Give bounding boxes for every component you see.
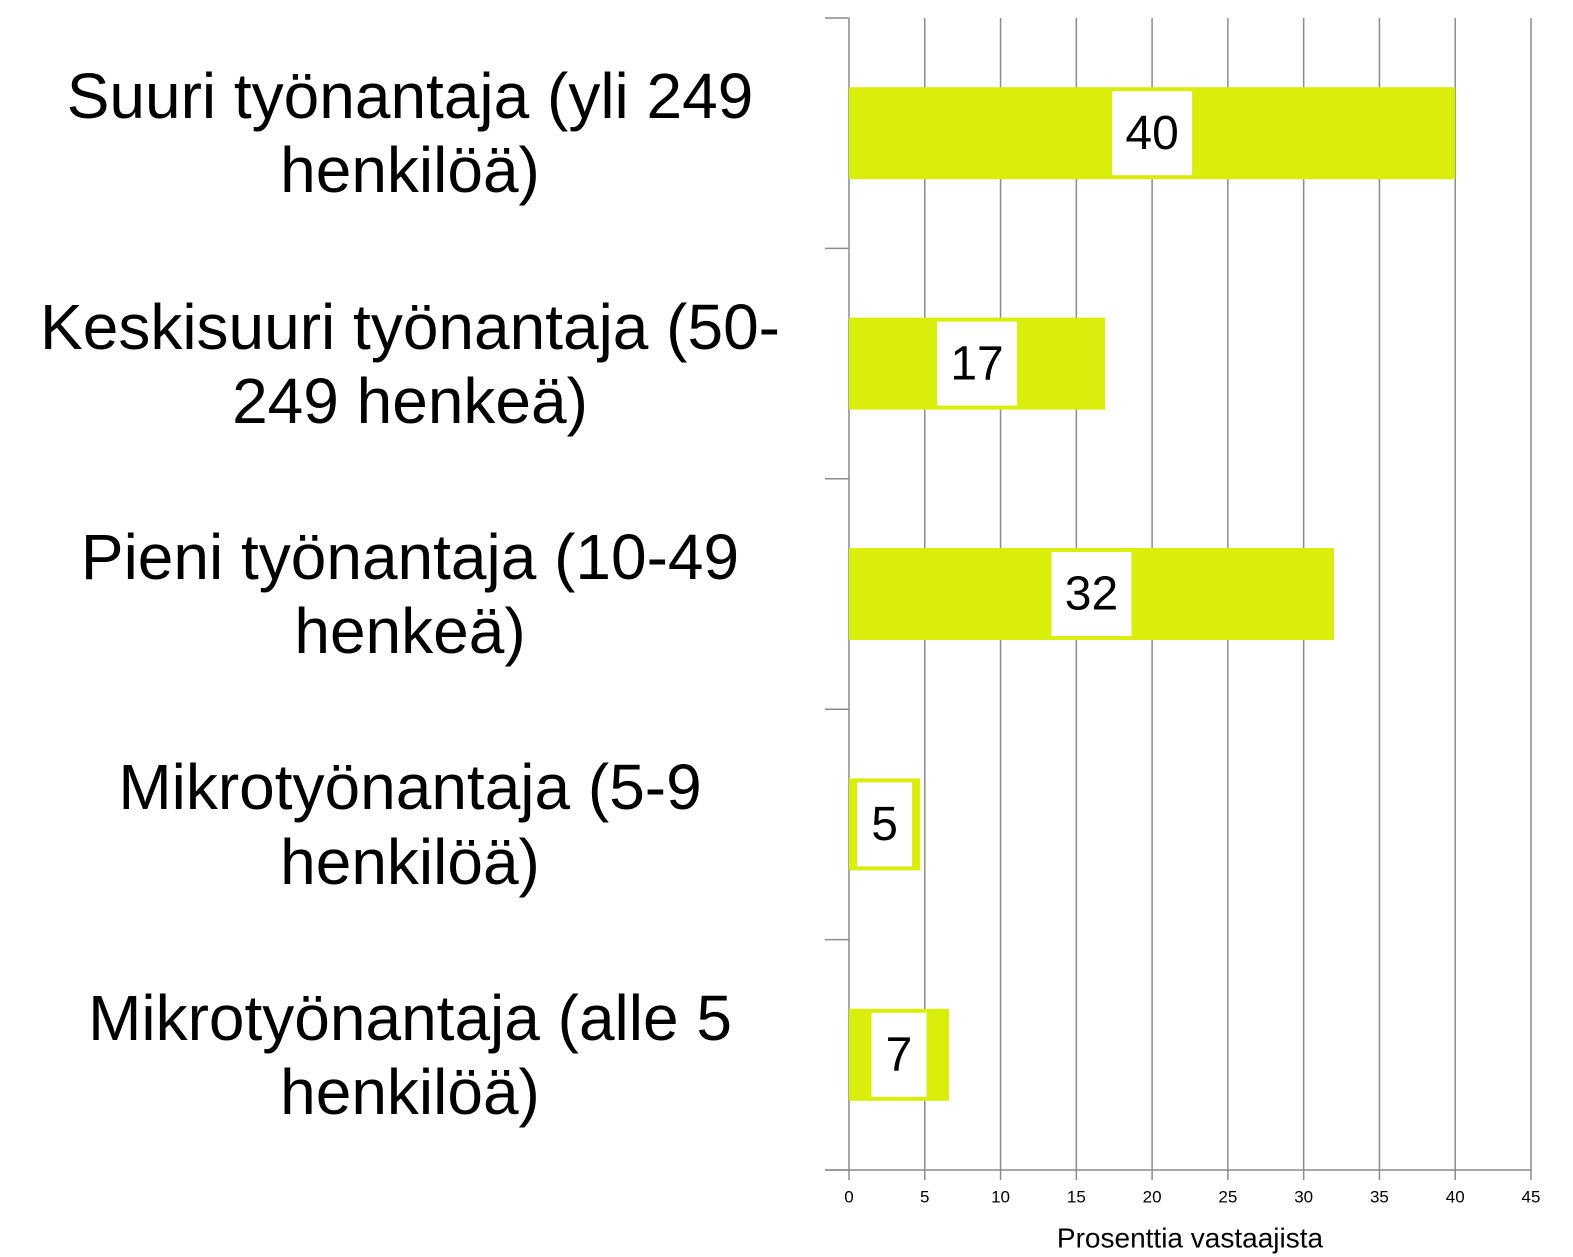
value-label-box bbox=[871, 1012, 927, 1097]
x-tick-label: 5 bbox=[920, 1187, 929, 1206]
x-axis-label: Prosenttia vastaajista bbox=[1057, 1222, 1324, 1253]
y-tick-label: Keskisuuri työnantaja (50-249 henkeä) bbox=[40, 290, 780, 437]
value-label-box bbox=[1112, 91, 1193, 176]
x-tick-label: 25 bbox=[1218, 1187, 1237, 1206]
x-tick-label: 0 bbox=[844, 1187, 853, 1206]
value-label: 32 bbox=[1065, 568, 1118, 621]
value-label-box bbox=[937, 321, 1018, 406]
x-tick-label: 15 bbox=[1067, 1187, 1086, 1206]
x-tick-label: 30 bbox=[1294, 1187, 1313, 1206]
x-tick-label: 35 bbox=[1370, 1187, 1389, 1206]
value-label-box bbox=[857, 782, 913, 867]
x-tick-label: 20 bbox=[1143, 1187, 1162, 1206]
value-label: 7 bbox=[886, 1028, 913, 1081]
y-tick-label: Suuri työnantaja (yli 249 henkilöä) bbox=[66, 59, 754, 207]
y-tick-label: Pieni työnantaja (10-49 henkeä) bbox=[80, 520, 740, 667]
value-label: 40 bbox=[1125, 107, 1178, 160]
value-label: 17 bbox=[950, 337, 1003, 390]
x-tick-label: 40 bbox=[1446, 1187, 1465, 1206]
value-label: 5 bbox=[871, 798, 898, 851]
y-tick-label: Mikrotyönantaja (5-9 henkilöä) bbox=[118, 751, 702, 898]
y-tick-label: Mikrotyönantaja (alle 5 henkilöä) bbox=[88, 981, 732, 1128]
x-tick-label: 10 bbox=[991, 1187, 1010, 1206]
value-label-box bbox=[1051, 552, 1132, 636]
x-tick-label: 45 bbox=[1522, 1187, 1541, 1206]
